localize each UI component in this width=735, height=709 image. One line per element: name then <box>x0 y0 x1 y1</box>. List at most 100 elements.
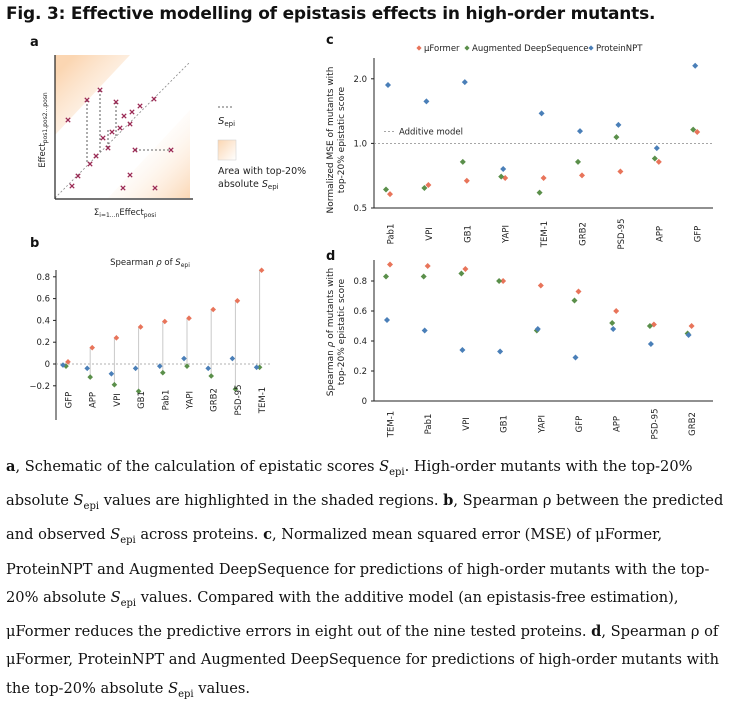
panel-b-point-gfp-augmented-deepsequence <box>63 363 69 369</box>
panel-c-category-gb1: GB1 <box>463 225 473 243</box>
panel-d-point-yapi-former <box>537 282 544 289</box>
figure-title: Fig. 3: Effective modelling of epistasis… <box>6 4 656 24</box>
panel-b-tick-label: 0 <box>45 360 50 370</box>
mutant-cross <box>93 153 99 159</box>
panel-c-point-yapi-proteinnpt <box>500 165 507 172</box>
panel-d-point-gb1-former <box>500 278 507 284</box>
panel-b: b Spearman ρ of Sepi 0.8 0.6 0.4 0.2 0 −0.2 G… <box>29 236 270 420</box>
panel-c-category-gfp: GFP <box>694 226 704 243</box>
panel-b-title: Spearman ρ of Sepi <box>110 258 190 269</box>
figure-canvas: a Effectpos1,pos2...posn Σi=1...nEffectp… <box>29 33 713 439</box>
mutant-cross <box>105 145 111 151</box>
legend-label-former: µFormer <box>424 44 460 54</box>
mutant-cross <box>127 121 133 127</box>
mutant-cross <box>97 87 103 93</box>
panel-c-point-tem-1-proteinnpt <box>538 110 545 117</box>
panel-b-point-gb1-former <box>137 324 144 330</box>
panel-d-category-app: APP <box>613 416 623 432</box>
mutant-points <box>65 87 174 191</box>
mutant-cross <box>75 173 81 179</box>
panel-b-point-tem-1-former <box>258 267 265 274</box>
panel-c-tick-label: 2.0 <box>353 75 367 85</box>
panel-c-point-pab1-augmented-deepsequence <box>383 186 389 193</box>
mutant-cross <box>132 147 138 153</box>
panel-b-category-gb1: GB1 <box>137 391 147 409</box>
mutant-cross <box>137 103 143 109</box>
panel-d-ticks: 0.8 0.6 0.4 0.2 0 <box>353 277 374 407</box>
panel-d-category-tem-1: TEM-1 <box>387 411 397 438</box>
panel-b-point-tem-1-proteinnpt <box>253 364 260 371</box>
panel-b-point-pab1-former <box>162 318 168 325</box>
panel-d-point-grb2-former <box>688 323 695 329</box>
panel-c-categories: Pab1 VPI GB1 YAPI TEM-1 GRB2 PSD-95 APP GFP <box>387 219 704 250</box>
panel-b-category-gfp: GFP <box>65 392 75 409</box>
panel-c-point-gfp-augmented-deepsequence <box>690 126 697 133</box>
panel-d-tick-label: 0.4 <box>353 337 367 347</box>
mutant-cross <box>121 113 127 119</box>
panel-d-category-grb2: GRB2 <box>688 412 698 436</box>
panel-c-point-gfp-proteinnpt <box>692 62 699 69</box>
panel-b-point-app-former <box>89 344 95 351</box>
panel-d-ylabel-1: Spearman ρ of mutants with <box>326 268 336 396</box>
bottom-shaded-region <box>108 110 190 198</box>
panel-d-point-tem-1-proteinnpt <box>384 317 390 323</box>
panel-d-point-gb1-proteinnpt <box>497 348 504 355</box>
panel-b-point-vpi-former <box>113 335 120 341</box>
panel-d-tick-label: 0 <box>362 397 367 407</box>
panel-d-point-gfp-former <box>575 288 582 295</box>
mutant-cross <box>120 185 126 191</box>
panel-c-category-app: APP <box>655 226 665 242</box>
panel-c-tick-label: 1.0 <box>353 139 367 149</box>
panel-d-point-yapi-proteinnpt <box>534 326 541 332</box>
panel-b-category-grb2: GRB2 <box>210 388 220 412</box>
caption-b-text: , Spearman ρ between the predicted and o… <box>6 492 724 547</box>
panel-c-category-pab1: Pab1 <box>387 224 397 245</box>
mutant-cross <box>65 117 71 123</box>
legend-label-proteinnpt: ProteinNPT <box>596 44 643 54</box>
panel-d-tick-label: 0.2 <box>353 367 367 377</box>
panel-a: a Effectpos1,pos2...posn Σi=1...nEffectp… <box>30 35 306 219</box>
panel-b-point-pab1-proteinnpt <box>157 363 163 369</box>
mutant-cross <box>117 125 123 131</box>
panel-c-category-vpi: VPI <box>425 227 435 240</box>
panel-c-point-vpi-augmented-deepsequence <box>421 184 428 191</box>
caption-b-label: b <box>443 492 454 510</box>
caption-c-label: c <box>263 526 272 544</box>
panel-c-point-gb1-proteinnpt <box>461 79 468 86</box>
panel-b-tick-label: 0.8 <box>36 273 50 283</box>
panel-c-point-app-augmented-deepsequence <box>651 155 658 162</box>
panel-c-category-tem-1: TEM-1 <box>540 221 550 248</box>
panel-d-point-gb1-augmented-deepsequence <box>496 278 503 284</box>
panel-d-point-vpi-proteinnpt <box>459 347 466 353</box>
panel-b-point-psd-95-proteinnpt <box>229 355 236 362</box>
panel-c-point-vpi-former <box>425 181 432 188</box>
panel-c-point-app-former <box>655 158 662 165</box>
panel-c-point-psd-95-proteinnpt <box>615 121 622 128</box>
panel-b-point-gb1-augmented-deepsequence <box>135 388 142 395</box>
sepi-legend-label: Sepi <box>218 116 235 128</box>
panel-c-point-tem-1-former <box>540 174 547 181</box>
panel-b-point-pab1-augmented-deepsequence <box>160 369 166 376</box>
mutant-cross <box>113 99 119 105</box>
panel-d-tick-label: 0.8 <box>353 277 367 287</box>
panel-b-category-vpi: VPI <box>113 393 123 406</box>
panel-b-point-gb1-proteinnpt <box>132 365 139 372</box>
panel-b-point-vpi-proteinnpt <box>108 371 115 377</box>
caption-a-label: a <box>6 458 16 475</box>
area-legend-label-line1: Area with top-20% <box>218 166 306 177</box>
panel-d-point-gfp-augmented-deepsequence <box>571 297 578 304</box>
panel-d-category-yapi: YAPI <box>537 415 547 434</box>
additive-model-label: Additive model <box>399 127 463 137</box>
panel-b-point-vpi-augmented-deepsequence <box>111 381 118 388</box>
panel-b-category-tem-1: TEM-1 <box>258 387 268 414</box>
panel-c-point-gb1-former <box>463 177 470 184</box>
panel-b-point-grb2-proteinnpt <box>205 365 211 372</box>
figure-caption: a, Schematic of the calculation of epist… <box>6 453 731 709</box>
panel-d-category-gfp: GFP <box>575 416 585 433</box>
caption-d-label: d <box>591 623 602 641</box>
panel-c-ticks: 2.0 1.0 0.5 <box>353 75 374 214</box>
panel-b-tick-label: −0.2 <box>29 382 50 392</box>
mutant-cross <box>129 109 135 115</box>
mutant-cross <box>69 183 75 189</box>
panel-d-tick-label: 0.6 <box>353 307 367 317</box>
